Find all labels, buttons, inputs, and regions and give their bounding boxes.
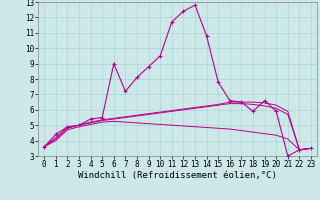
X-axis label: Windchill (Refroidissement éolien,°C): Windchill (Refroidissement éolien,°C) [78,171,277,180]
